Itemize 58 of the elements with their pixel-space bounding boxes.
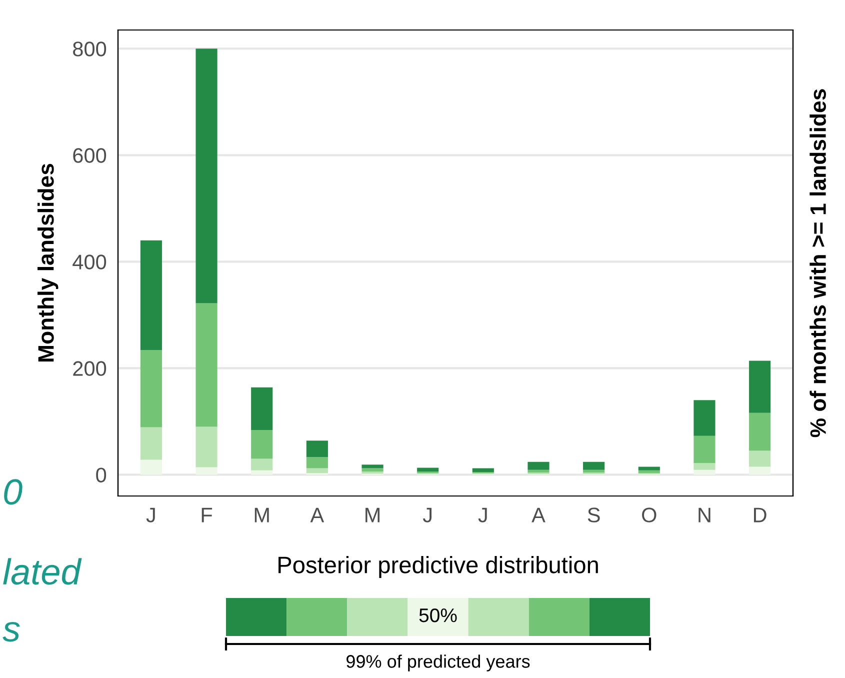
- x-tick-label: A: [532, 508, 546, 522]
- bar: [694, 470, 716, 475]
- bar: [749, 450, 771, 467]
- y-tick-label: 400: [72, 254, 106, 270]
- x-tick-label: S: [588, 508, 600, 522]
- bar: [472, 468, 494, 472]
- bar: [196, 48, 218, 304]
- bar: [638, 470, 660, 474]
- x-tick-label: N: [698, 508, 710, 522]
- x-tick-label: M: [254, 508, 269, 522]
- x-tick-label: O: [642, 508, 656, 522]
- text: lated: [3, 558, 82, 585]
- bar: [694, 462, 716, 470]
- bar: [306, 457, 328, 468]
- bar: [638, 466, 660, 470]
- x-tick-label: J: [422, 508, 432, 522]
- x-tick-label: J: [146, 508, 155, 522]
- bar: [528, 462, 550, 470]
- bar: [251, 430, 273, 459]
- bar: [196, 426, 218, 468]
- x-tick-label: M: [366, 508, 380, 522]
- y-tick-label: 600: [73, 148, 106, 163]
- y-tick-label: 0: [96, 468, 106, 482]
- bar: [251, 458, 273, 470]
- text: 50%: [419, 608, 457, 622]
- bar: [362, 464, 384, 468]
- bar: [694, 400, 716, 436]
- bar: [196, 303, 218, 427]
- text: 99% of predicted years: [346, 654, 530, 672]
- bar: [583, 462, 605, 470]
- x-tick-label: D: [754, 508, 766, 522]
- bar: [140, 350, 162, 428]
- y2-axis-title: % of months with >= 1 landslides: [810, 89, 826, 438]
- bar: [306, 440, 328, 458]
- bar: [749, 412, 771, 451]
- bar: [140, 460, 162, 475]
- bar: [251, 387, 273, 430]
- bar: [583, 470, 605, 473]
- x-tick-label: F: [202, 508, 212, 522]
- bar: [140, 240, 162, 350]
- y-tick-label: 200: [73, 361, 106, 376]
- y-tick-label: 800: [73, 42, 106, 56]
- y-axis-title: Monthly landslides: [38, 164, 58, 362]
- text: 0: [4, 479, 22, 505]
- bar: [140, 427, 162, 460]
- bar: [251, 470, 273, 475]
- bar: [749, 360, 771, 413]
- bar: [306, 468, 328, 474]
- bar: [749, 466, 771, 475]
- x-tick-label: A: [310, 508, 324, 522]
- bar: [417, 468, 439, 472]
- legend-title: Posterior predictive distribution: [278, 556, 598, 578]
- bar: [196, 467, 218, 475]
- text: s: [2, 622, 20, 642]
- bar: [528, 470, 550, 473]
- x-tick-label: J: [478, 508, 487, 522]
- bar: [694, 436, 716, 463]
- bar: [362, 468, 384, 472]
